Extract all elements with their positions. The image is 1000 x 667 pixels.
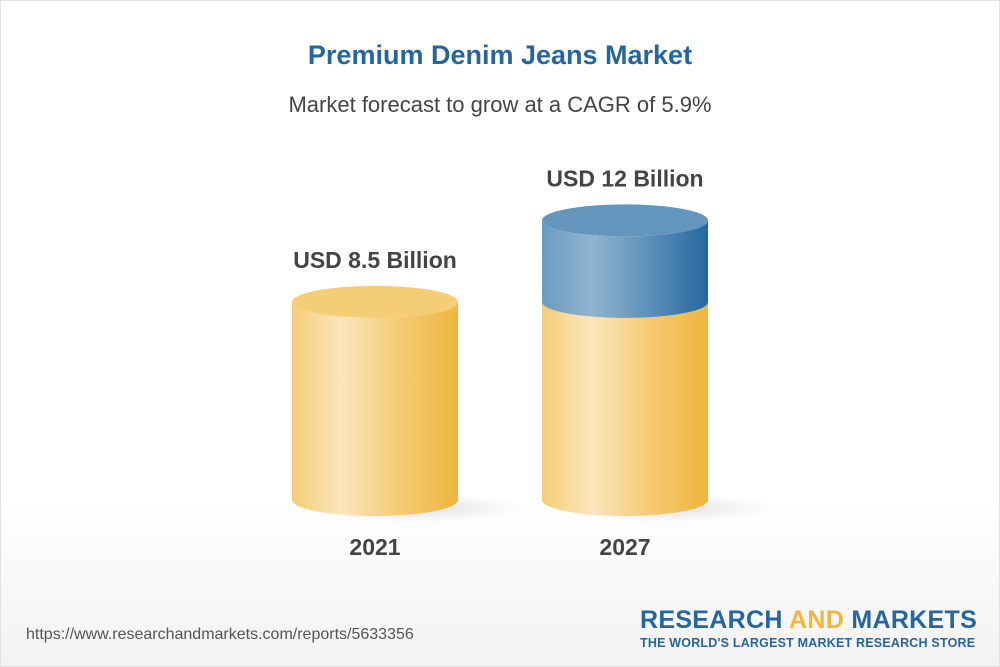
source-url[interactable]: https://www.researchandmarkets.com/repor… — [26, 626, 414, 643]
bar-2021 — [292, 301, 458, 516]
x-tick-label: 2021 — [349, 534, 400, 560]
research-and-markets-logo: RESEARCH AND MARKETS THE WORLD'S LARGEST… — [640, 606, 980, 650]
bar-top-2021 — [292, 285, 458, 318]
logo-text-and: AND — [789, 606, 845, 634]
logo-text-research: RESEARCH — [640, 606, 790, 634]
chart-subtitle: Market forecast to grow at a CAGR of 5.9… — [288, 92, 712, 117]
bar-base-segment-2027 — [542, 301, 708, 516]
logo-tagline: THE WORLD'S LARGEST MARKET RESEARCH STOR… — [640, 636, 976, 650]
data-label: USD 8.5 Billion — [293, 247, 457, 273]
data-label: USD 12 Billion — [546, 165, 703, 191]
x-tick-label: 2027 — [599, 534, 650, 560]
bar-growth-segment-2027 — [542, 220, 708, 318]
bar-top-2027 — [542, 204, 708, 237]
logo-text-markets: MARKETS — [844, 606, 978, 634]
chart-title: Premium Denim Jeans Market — [307, 40, 693, 70]
